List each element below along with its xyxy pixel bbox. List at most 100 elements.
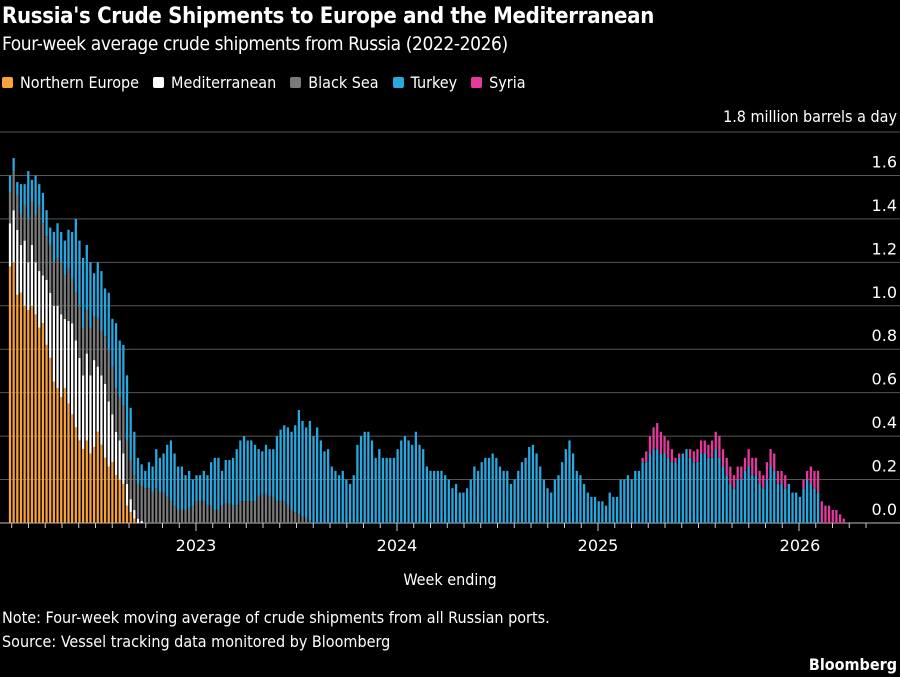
bar-segment-turkey (250, 440, 253, 502)
bar-segment-turkey (773, 470, 776, 523)
bar-segment-turkey (177, 466, 180, 510)
bar-segment-syria (784, 475, 787, 489)
bar-segment-turkey (363, 431, 366, 523)
bar-segment-turkey (795, 492, 798, 523)
bar-segment-northern-europe (71, 414, 74, 523)
bar-segment-turkey (553, 479, 556, 523)
bar-segment-turkey (155, 449, 158, 489)
bar-segment-mediterranean (71, 323, 74, 415)
bar-segment-turkey (71, 231, 74, 280)
bar-segment-turkey (813, 488, 816, 523)
bar-segment-mediterranean (129, 499, 132, 513)
bar-segment-black-sea (155, 488, 158, 523)
bar-segment-syria (816, 470, 820, 493)
bar-segment-turkey (418, 444, 421, 523)
legend-item-syria: Syria (471, 73, 526, 92)
bar-segment-turkey (378, 449, 381, 523)
bar-segment-northern-europe (89, 453, 92, 523)
bar-segment-black-sea (246, 501, 249, 523)
bar-segment-turkey (272, 449, 275, 497)
legend: Northern Europe Mediterranean Black Sea … (2, 73, 540, 92)
bar-segment-syria (820, 501, 823, 523)
bar-segment-turkey (652, 449, 655, 523)
bar-segment-turkey (49, 227, 52, 245)
bar-segment-turkey (619, 479, 622, 523)
bar-segment-turkey (352, 475, 355, 523)
bar-segment-syria (838, 514, 842, 523)
bar-segment-syria (689, 449, 692, 458)
bar-segment-turkey (444, 475, 447, 523)
bar-segment-syria (663, 436, 666, 454)
bar-segment-turkey (491, 453, 494, 523)
bar-segment-turkey (78, 240, 81, 306)
bar-segment-turkey (294, 425, 297, 513)
bar-segment-black-sea (122, 405, 125, 454)
bar-segment-turkey (162, 453, 165, 493)
bar-segment-black-sea (224, 503, 227, 523)
bar-segment-mediterranean (136, 518, 140, 523)
bar-segment-mediterranean (89, 375, 92, 454)
bar-segment-turkey (356, 444, 359, 523)
bar-segment-syria (747, 449, 750, 467)
bar-segment-black-sea (195, 501, 198, 523)
bar-segment-turkey (107, 292, 110, 350)
bar-segment-black-sea (144, 488, 147, 523)
x-tick-label: 2024 (377, 536, 418, 555)
bar-segment-black-sea (202, 501, 205, 523)
bar-segment-turkey (524, 457, 527, 523)
bar-segment-turkey (725, 475, 728, 523)
bar-segment-black-sea (308, 520, 311, 523)
bar-segment-black-sea (305, 518, 308, 523)
legend-label: Turkey (410, 73, 458, 92)
bar-segment-turkey (626, 475, 630, 523)
bar-segment-mediterranean (49, 292, 52, 358)
bar-segment-turkey (180, 466, 183, 510)
bar-segment-syria (645, 451, 648, 463)
bar-segment-turkey (612, 496, 615, 523)
bar-segment-syria (641, 457, 644, 463)
bar-segment-turkey (140, 464, 143, 487)
bar-segment-turkey (571, 453, 575, 523)
bar-segment-mediterranean (19, 244, 23, 293)
bar-segment-turkey (608, 492, 611, 523)
bar-segment-turkey (327, 449, 330, 523)
bar-segment-turkey (718, 457, 721, 523)
bar-segment-syria (692, 451, 695, 463)
bar-segment-black-sea (125, 440, 129, 484)
bar-segment-turkey (593, 496, 597, 523)
bar-segment-northern-europe (45, 344, 48, 523)
bar-segment-syria (699, 440, 703, 454)
bar-segment-turkey (206, 475, 209, 506)
bar-segment-turkey (798, 496, 801, 523)
y-tick-label: 0.6 (872, 370, 897, 389)
bar-segment-turkey (118, 340, 121, 398)
source-note: Source: Vessel tracking data monitored b… (2, 632, 391, 651)
bar-segment-turkey (100, 271, 103, 332)
bar-segment-turkey (8, 175, 12, 193)
bar-segment-mediterranean (140, 520, 143, 523)
bar-segment-black-sea (169, 501, 173, 523)
bar-segment-turkey (257, 449, 260, 497)
bar-segment-turkey (235, 449, 238, 506)
bar-segment-mediterranean (103, 383, 107, 458)
bar-segment-black-sea (268, 496, 271, 523)
bar-segment-turkey (487, 457, 491, 523)
bar-segment-mediterranean (114, 431, 118, 476)
bar-segment-turkey (224, 460, 227, 504)
bar-segment-northern-europe (107, 466, 110, 523)
bar-segment-northern-europe (125, 505, 129, 523)
bar-segment-turkey (129, 407, 132, 460)
bar-segment-turkey (729, 483, 732, 523)
bar-segment-northern-europe (56, 388, 59, 523)
legend-label: Northern Europe (20, 73, 140, 92)
bar-segment-turkey (158, 457, 162, 493)
bar-segment-syria (729, 466, 732, 484)
bar-segment-black-sea (34, 214, 37, 263)
bar-segment-turkey (283, 425, 286, 502)
bar-segment-turkey (16, 181, 19, 195)
bar-segment-turkey (528, 446, 531, 523)
bar-segment-turkey (389, 457, 392, 523)
bar-segment-turkey (641, 462, 644, 523)
bar-segment-turkey (316, 427, 319, 523)
bar-segment-northern-europe (8, 266, 12, 523)
